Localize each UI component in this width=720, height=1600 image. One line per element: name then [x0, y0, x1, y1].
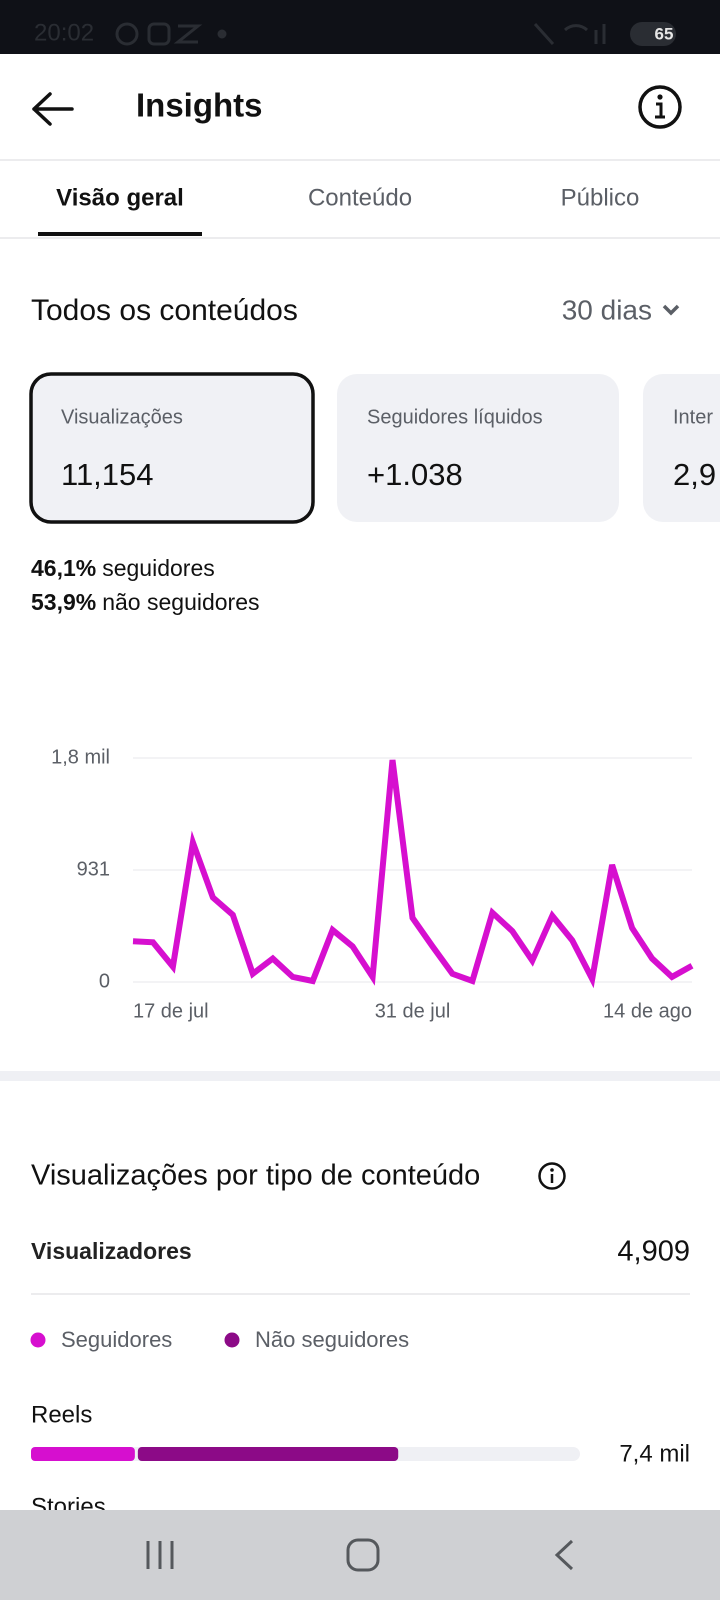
legend-label: Seguidores: [61, 1327, 172, 1352]
y-tick-label: 931: [77, 858, 110, 880]
row-total: 7,4 mil: [619, 1440, 690, 1467]
metric-value: +1.038: [367, 457, 463, 492]
metric-card[interactable]: [29, 372, 315, 524]
chevron: [662, 304, 680, 316]
navigation-bar: [0, 1510, 720, 1600]
bar-segment: [137, 1447, 399, 1461]
metric-label: Seguidores líquidos: [367, 406, 543, 428]
x-tick-label: 14 de ago: [603, 1000, 692, 1022]
back-button[interactable]: [32, 92, 74, 126]
status-time: 20:02: [34, 19, 94, 46]
status-icons: [115, 22, 606, 46]
metric-label: Visualizações: [61, 406, 183, 428]
audience-label: seguidores: [102, 555, 215, 581]
period-selector[interactable]: 30 dias: [562, 294, 652, 325]
home-button[interactable]: [346, 1538, 380, 1572]
header-title: Insights: [136, 87, 263, 124]
tab-indicator: [38, 232, 202, 236]
battery-level: 65: [655, 24, 674, 43]
metric-value: 11,154: [61, 457, 154, 492]
x-tick-label: 17 de jul: [133, 1000, 209, 1022]
y-tick-label: 1,8 mil: [51, 746, 110, 768]
y-tick-label: 0: [99, 970, 110, 992]
content-type-title: Visualizações por tipo de conteúdo: [31, 1160, 480, 1192]
info-button[interactable]: [638, 85, 682, 129]
metric-card[interactable]: [643, 374, 720, 522]
line-series: [132, 759, 694, 989]
nav-back-button[interactable]: [554, 1539, 574, 1571]
section-title: Todos os conteúdos: [31, 294, 298, 327]
bar-segment: [31, 1447, 135, 1461]
tab[interactable]: Conteúdo: [308, 184, 412, 211]
battery: [630, 22, 676, 46]
metric-value: 2,9: [673, 457, 716, 492]
audience-percent: 53,9%: [31, 589, 96, 615]
legend-dot: [224, 1332, 240, 1348]
viewers-value: 4,909: [617, 1236, 690, 1268]
metric-label: Inter: [673, 406, 713, 428]
section-separator: [0, 1071, 720, 1081]
info-button[interactable]: [538, 1162, 566, 1190]
legend-dot: [30, 1332, 46, 1348]
audience-label: não seguidores: [102, 589, 259, 615]
audience-percent: 46,1%: [31, 555, 96, 581]
audience-split: 46,1% seguidores: [31, 555, 215, 581]
legend-label: Não seguidores: [255, 1327, 409, 1352]
x-tick-label: 31 de jul: [375, 1000, 451, 1022]
tab[interactable]: Visão geral: [56, 184, 184, 211]
status-bar: [0, 0, 720, 54]
recent-apps-button[interactable]: [146, 1541, 174, 1569]
metric-card[interactable]: [337, 374, 619, 522]
tab[interactable]: Público: [561, 184, 640, 211]
audience-split: 53,9% não seguidores: [31, 589, 260, 615]
viewers-label: Visualizadores: [31, 1238, 192, 1264]
row-label: Reels: [31, 1401, 92, 1428]
